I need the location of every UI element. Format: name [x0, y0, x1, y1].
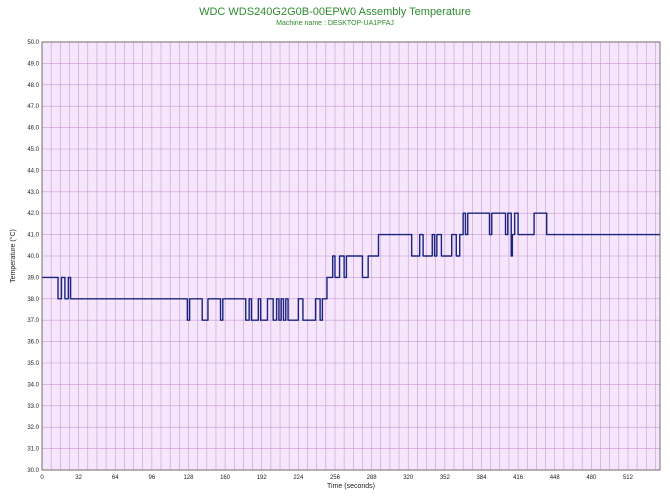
x-tick-label: 480 — [586, 475, 597, 481]
x-tick-label: 96 — [149, 475, 156, 481]
tick-labels: 0 32 64 96 128 160 192 224 256 288 320 352 384 416 448… — [27, 40, 633, 481]
y-tick-label: 36.0 — [27, 340, 39, 346]
y-tick-label: 41.0 — [27, 233, 39, 239]
y-tick-label: 30.0 — [27, 468, 39, 474]
y-tick-label: 46.0 — [27, 126, 39, 132]
x-tick-label: 352 — [440, 475, 451, 481]
x-tick-label: 416 — [513, 475, 524, 481]
y-tick-label: 31.0 — [27, 447, 39, 453]
x-tick-label: 256 — [330, 475, 341, 481]
x-tick-label: 512 — [623, 475, 634, 481]
y-tick-label: 38.0 — [27, 297, 39, 303]
y-tick-label: 47.0 — [27, 104, 39, 110]
y-tick-label: 50.0 — [27, 40, 39, 46]
y-tick-label: 37.0 — [27, 318, 39, 324]
x-tick-label: 384 — [476, 475, 487, 481]
y-tick-label: 33.0 — [27, 404, 39, 410]
temperature-series-line — [42, 212, 660, 321]
x-tick-label: 160 — [220, 475, 231, 481]
series-layer — [42, 212, 660, 321]
plot-border — [41, 41, 661, 471]
x-tick-label: 224 — [293, 475, 304, 481]
x-tick-label: 64 — [112, 475, 119, 481]
y-tick-label: 32.0 — [27, 425, 39, 431]
x-tick-label: 32 — [75, 475, 82, 481]
y-tick-label: 44.0 — [27, 168, 39, 174]
x-axis-label: Time (seconds) — [327, 483, 375, 490]
y-tick-label: 45.0 — [27, 147, 39, 153]
y-tick-label: 35.0 — [27, 361, 39, 367]
x-tick-label: 192 — [257, 475, 268, 481]
y-tick-label: 34.0 — [27, 382, 39, 388]
x-tick-label: 448 — [550, 475, 561, 481]
chart-title: WDC WDS240G2G0B-00EPW0 Assembly Temperat… — [199, 6, 471, 18]
y-tick-label: 39.0 — [27, 275, 39, 281]
x-tick-label: 128 — [183, 475, 194, 481]
y-axis-label: Temperature (°C) — [9, 229, 17, 283]
y-tick-label: 49.0 — [27, 61, 39, 67]
x-tick-label: 288 — [367, 475, 378, 481]
x-tick-label: 320 — [403, 475, 414, 481]
y-tick-label: 42.0 — [27, 211, 39, 217]
y-tick-label: 43.0 — [27, 190, 39, 196]
y-tick-label: 48.0 — [27, 83, 39, 89]
chart-subtitle: Machine name : DESKTOP-UA1PFAJ — [276, 20, 394, 27]
y-tick-label: 40.0 — [27, 254, 39, 260]
x-tick-label: 0 — [40, 475, 44, 481]
